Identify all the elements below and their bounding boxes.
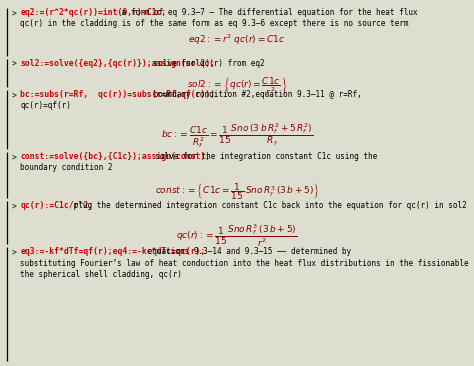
Text: plug the determined integration constant C1c back into the equation for qc(r) in: plug the determined integration constant…	[69, 201, 466, 210]
Text: >: >	[12, 8, 17, 17]
Text: boundary condition #2,equation 9.3–11 @ r=Rf,: boundary condition #2,equation 9.3–11 @ …	[149, 90, 362, 99]
Text: equations 9.3–14 and 9.3–15 –– determined by: equations 9.3–14 and 9.3–15 –– determine…	[143, 247, 351, 257]
Text: >: >	[12, 152, 17, 161]
Text: qc(r) in the cladding is of the same form as eq 9.3–6 except there is no source : qc(r) in the cladding is of the same for…	[20, 19, 409, 28]
Text: solve for the integration constant C1c using the: solve for the integration constant C1c u…	[146, 152, 377, 161]
Text: boundary condition 2: boundary condition 2	[20, 163, 113, 172]
Text: $\mathit{const}:=\left\{\mathit{C1c}=\dfrac{1}{15}\,\mathit{Sno}\,R_f^3\,(3\,b+5: $\mathit{const}:=\left\{\mathit{C1c}=\df…	[155, 181, 319, 202]
Text: eq3:=-kf*dTf=qf(r);eq4:=-kc*dTc=qc(r);: eq3:=-kf*dTf=qf(r);eq4:=-kc*dTc=qc(r);	[20, 247, 206, 257]
Text: bc:=subs(r=Rf,  qc(r))=subs(r=Rf,qf(r));: bc:=subs(r=Rf, qc(r))=subs(r=Rf,qf(r));	[20, 90, 215, 99]
Text: >: >	[12, 59, 17, 68]
Text: sol2:=solve({eq2},{qc(r)});assign(sol2);: sol2:=solve({eq2},{qc(r)});assign(sol2);	[20, 59, 215, 68]
Text: $\mathit{eq2}:=r^2\ \mathit{qc(r)}=\mathit{C1c}$: $\mathit{eq2}:=r^2\ \mathit{qc(r)}=\math…	[188, 32, 286, 46]
Text: a form of eq 9.3–7 – The differential equation for the heat flux: a form of eq 9.3–7 – The differential eq…	[117, 8, 418, 17]
Text: const:=solve({bc},{C1c});assign(const);: const:=solve({bc},{C1c});assign(const);	[20, 152, 210, 161]
Text: qc(r)=qf(r): qc(r)=qf(r)	[20, 101, 71, 110]
Text: $\mathit{bc}:=\dfrac{\mathit{C1c}}{R_f^2}=\dfrac{1}{15}\dfrac{\mathit{Sno}\,(3\,: $\mathit{bc}:=\dfrac{\mathit{C1c}}{R_f^2…	[161, 122, 313, 150]
Text: >: >	[12, 201, 17, 210]
Text: $\mathit{sol2}:=\left\{\mathit{qc(r)}=\dfrac{\mathit{C1c}}{r^2}\right\}$: $\mathit{sol2}:=\left\{\mathit{qc(r)}=\d…	[187, 76, 287, 98]
Text: substituting Fourier’s law of heat conduction into the heat flux distributions i: substituting Fourier’s law of heat condu…	[20, 259, 474, 268]
Text: eq2:=(r^2*qc(r))=int(0,r)+C1c;: eq2:=(r^2*qc(r))=int(0,r)+C1c;	[20, 8, 167, 17]
Text: >: >	[12, 90, 17, 99]
Text: qc(r):=C1c/r^2;: qc(r):=C1c/r^2;	[20, 201, 93, 210]
Text: the spherical shell cladding, qc(r): the spherical shell cladding, qc(r)	[20, 270, 182, 279]
Text: >: >	[12, 247, 17, 257]
Text: $\mathit{qc(r)}:=\dfrac{1}{15}\dfrac{\mathit{Sno}\,R_f^3\,(3\,b+5)}{r^2}$: $\mathit{qc(r)}:=\dfrac{1}{15}\dfrac{\ma…	[176, 223, 298, 249]
Text: solve for qc(r) from eq2: solve for qc(r) from eq2	[149, 59, 265, 68]
